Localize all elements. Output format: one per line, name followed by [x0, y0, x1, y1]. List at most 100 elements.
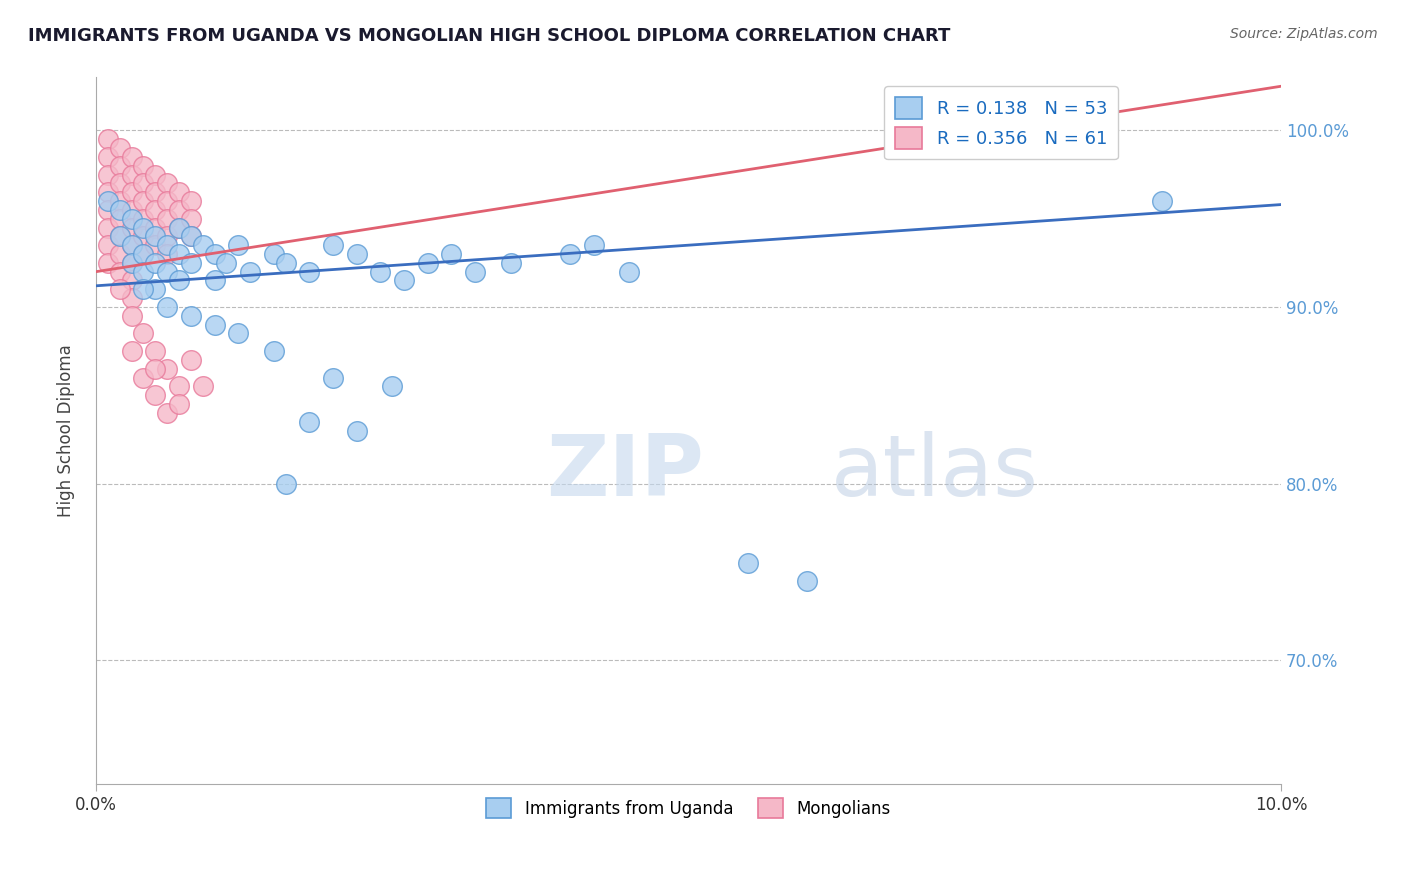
Point: [191, 238, 214, 252]
Point: [167, 379, 190, 393]
Point: [392, 273, 415, 287]
Point: [108, 229, 131, 244]
Point: [274, 256, 297, 270]
Point: [416, 256, 439, 270]
Point: [108, 265, 131, 279]
Point: [132, 159, 155, 173]
Point: [1152, 194, 1174, 208]
Point: [156, 238, 179, 252]
Point: [143, 185, 166, 199]
Point: [370, 265, 392, 279]
Point: [121, 202, 143, 217]
Point: [156, 406, 179, 420]
Point: [108, 211, 131, 226]
Point: [156, 229, 179, 244]
Point: [132, 211, 155, 226]
Point: [121, 291, 143, 305]
Point: [97, 256, 120, 270]
Point: [167, 273, 190, 287]
Point: [143, 168, 166, 182]
Point: [121, 238, 143, 252]
Point: [298, 415, 321, 429]
Point: [143, 282, 166, 296]
Point: [121, 256, 143, 270]
Point: [121, 168, 143, 182]
Point: [156, 361, 179, 376]
Point: [156, 300, 179, 314]
Point: [121, 185, 143, 199]
Point: [132, 282, 155, 296]
Point: [263, 344, 285, 359]
Point: [108, 194, 131, 208]
Point: [97, 185, 120, 199]
Point: [132, 194, 155, 208]
Point: [180, 229, 202, 244]
Point: [204, 318, 226, 332]
Point: [322, 238, 344, 252]
Point: [97, 238, 120, 252]
Point: [204, 247, 226, 261]
Point: [239, 265, 262, 279]
Point: [180, 194, 202, 208]
Point: [180, 353, 202, 368]
Point: [97, 194, 120, 208]
Point: [108, 229, 131, 244]
Point: [167, 247, 190, 261]
Point: [132, 247, 155, 261]
Point: [274, 476, 297, 491]
Point: [121, 220, 143, 235]
Point: [143, 238, 166, 252]
Point: [121, 256, 143, 270]
Point: [180, 309, 202, 323]
Point: [97, 150, 120, 164]
Point: [263, 247, 285, 261]
Point: [796, 574, 818, 588]
Text: ZIP: ZIP: [547, 432, 704, 515]
Point: [381, 379, 404, 393]
Point: [97, 132, 120, 146]
Point: [121, 150, 143, 164]
Point: [226, 238, 249, 252]
Point: [204, 273, 226, 287]
Point: [346, 424, 368, 438]
Point: [558, 247, 581, 261]
Point: [108, 282, 131, 296]
Point: [226, 326, 249, 341]
Point: [121, 273, 143, 287]
Point: [108, 247, 131, 261]
Point: [322, 370, 344, 384]
Point: [180, 211, 202, 226]
Point: [108, 177, 131, 191]
Point: [464, 265, 486, 279]
Point: [108, 141, 131, 155]
Text: atlas: atlas: [831, 432, 1039, 515]
Point: [121, 309, 143, 323]
Point: [180, 256, 202, 270]
Point: [298, 265, 321, 279]
Point: [97, 168, 120, 182]
Point: [132, 229, 155, 244]
Point: [132, 265, 155, 279]
Point: [108, 202, 131, 217]
Point: [191, 379, 214, 393]
Point: [167, 220, 190, 235]
Point: [143, 344, 166, 359]
Point: [143, 361, 166, 376]
Point: [143, 220, 166, 235]
Point: [132, 220, 155, 235]
Point: [143, 229, 166, 244]
Point: [737, 556, 759, 570]
Y-axis label: High School Diploma: High School Diploma: [58, 344, 75, 517]
Point: [156, 265, 179, 279]
Point: [121, 211, 143, 226]
Point: [346, 247, 368, 261]
Point: [156, 177, 179, 191]
Text: Source: ZipAtlas.com: Source: ZipAtlas.com: [1230, 27, 1378, 41]
Point: [180, 229, 202, 244]
Point: [121, 344, 143, 359]
Point: [143, 388, 166, 402]
Point: [582, 238, 605, 252]
Point: [132, 247, 155, 261]
Point: [156, 194, 179, 208]
Point: [132, 177, 155, 191]
